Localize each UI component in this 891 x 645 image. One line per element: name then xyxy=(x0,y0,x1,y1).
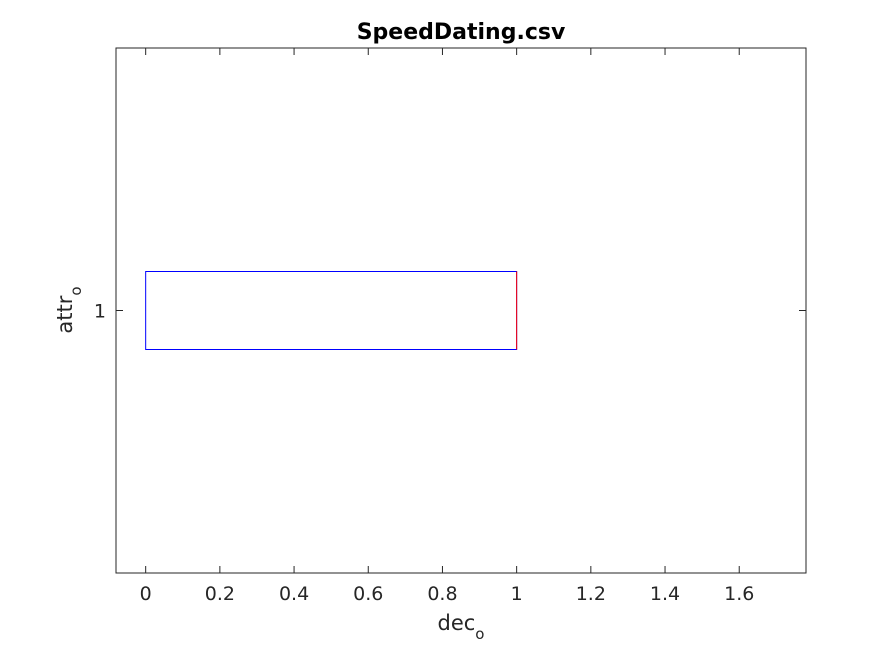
x-axis-label: deco xyxy=(438,611,485,643)
x-tick-label: 0.2 xyxy=(205,583,235,605)
x-axis-label-subscript: o xyxy=(475,625,484,643)
x-axis-label-base: dec xyxy=(438,611,476,635)
x-tick-label: 0.6 xyxy=(353,583,383,605)
x-tick-label: 1.6 xyxy=(724,583,754,605)
x-tick-label: 1.4 xyxy=(650,583,680,605)
y-axis-label: attro xyxy=(53,286,85,333)
y-axis-label-base: attr xyxy=(53,295,77,333)
y-tick-label: 1 xyxy=(94,301,106,323)
x-tick-label: 0 xyxy=(140,583,152,605)
box-series xyxy=(145,271,518,350)
x-tick-label: 1.2 xyxy=(576,583,606,605)
x-tick-label: 1 xyxy=(511,583,523,605)
x-tick-label: 0.8 xyxy=(427,583,457,605)
y-axis-ticks: 1 xyxy=(94,301,806,323)
chart-title: SpeedDating.csv xyxy=(357,20,566,45)
plot-area xyxy=(115,47,807,574)
x-tick-label: 0.4 xyxy=(279,583,309,605)
x-axis-ticks: 0 0.2 0.4 0.6 0.8 1 1.2 1.4 1.6 xyxy=(140,48,754,605)
y-axis-label-subscript: o xyxy=(67,286,85,295)
